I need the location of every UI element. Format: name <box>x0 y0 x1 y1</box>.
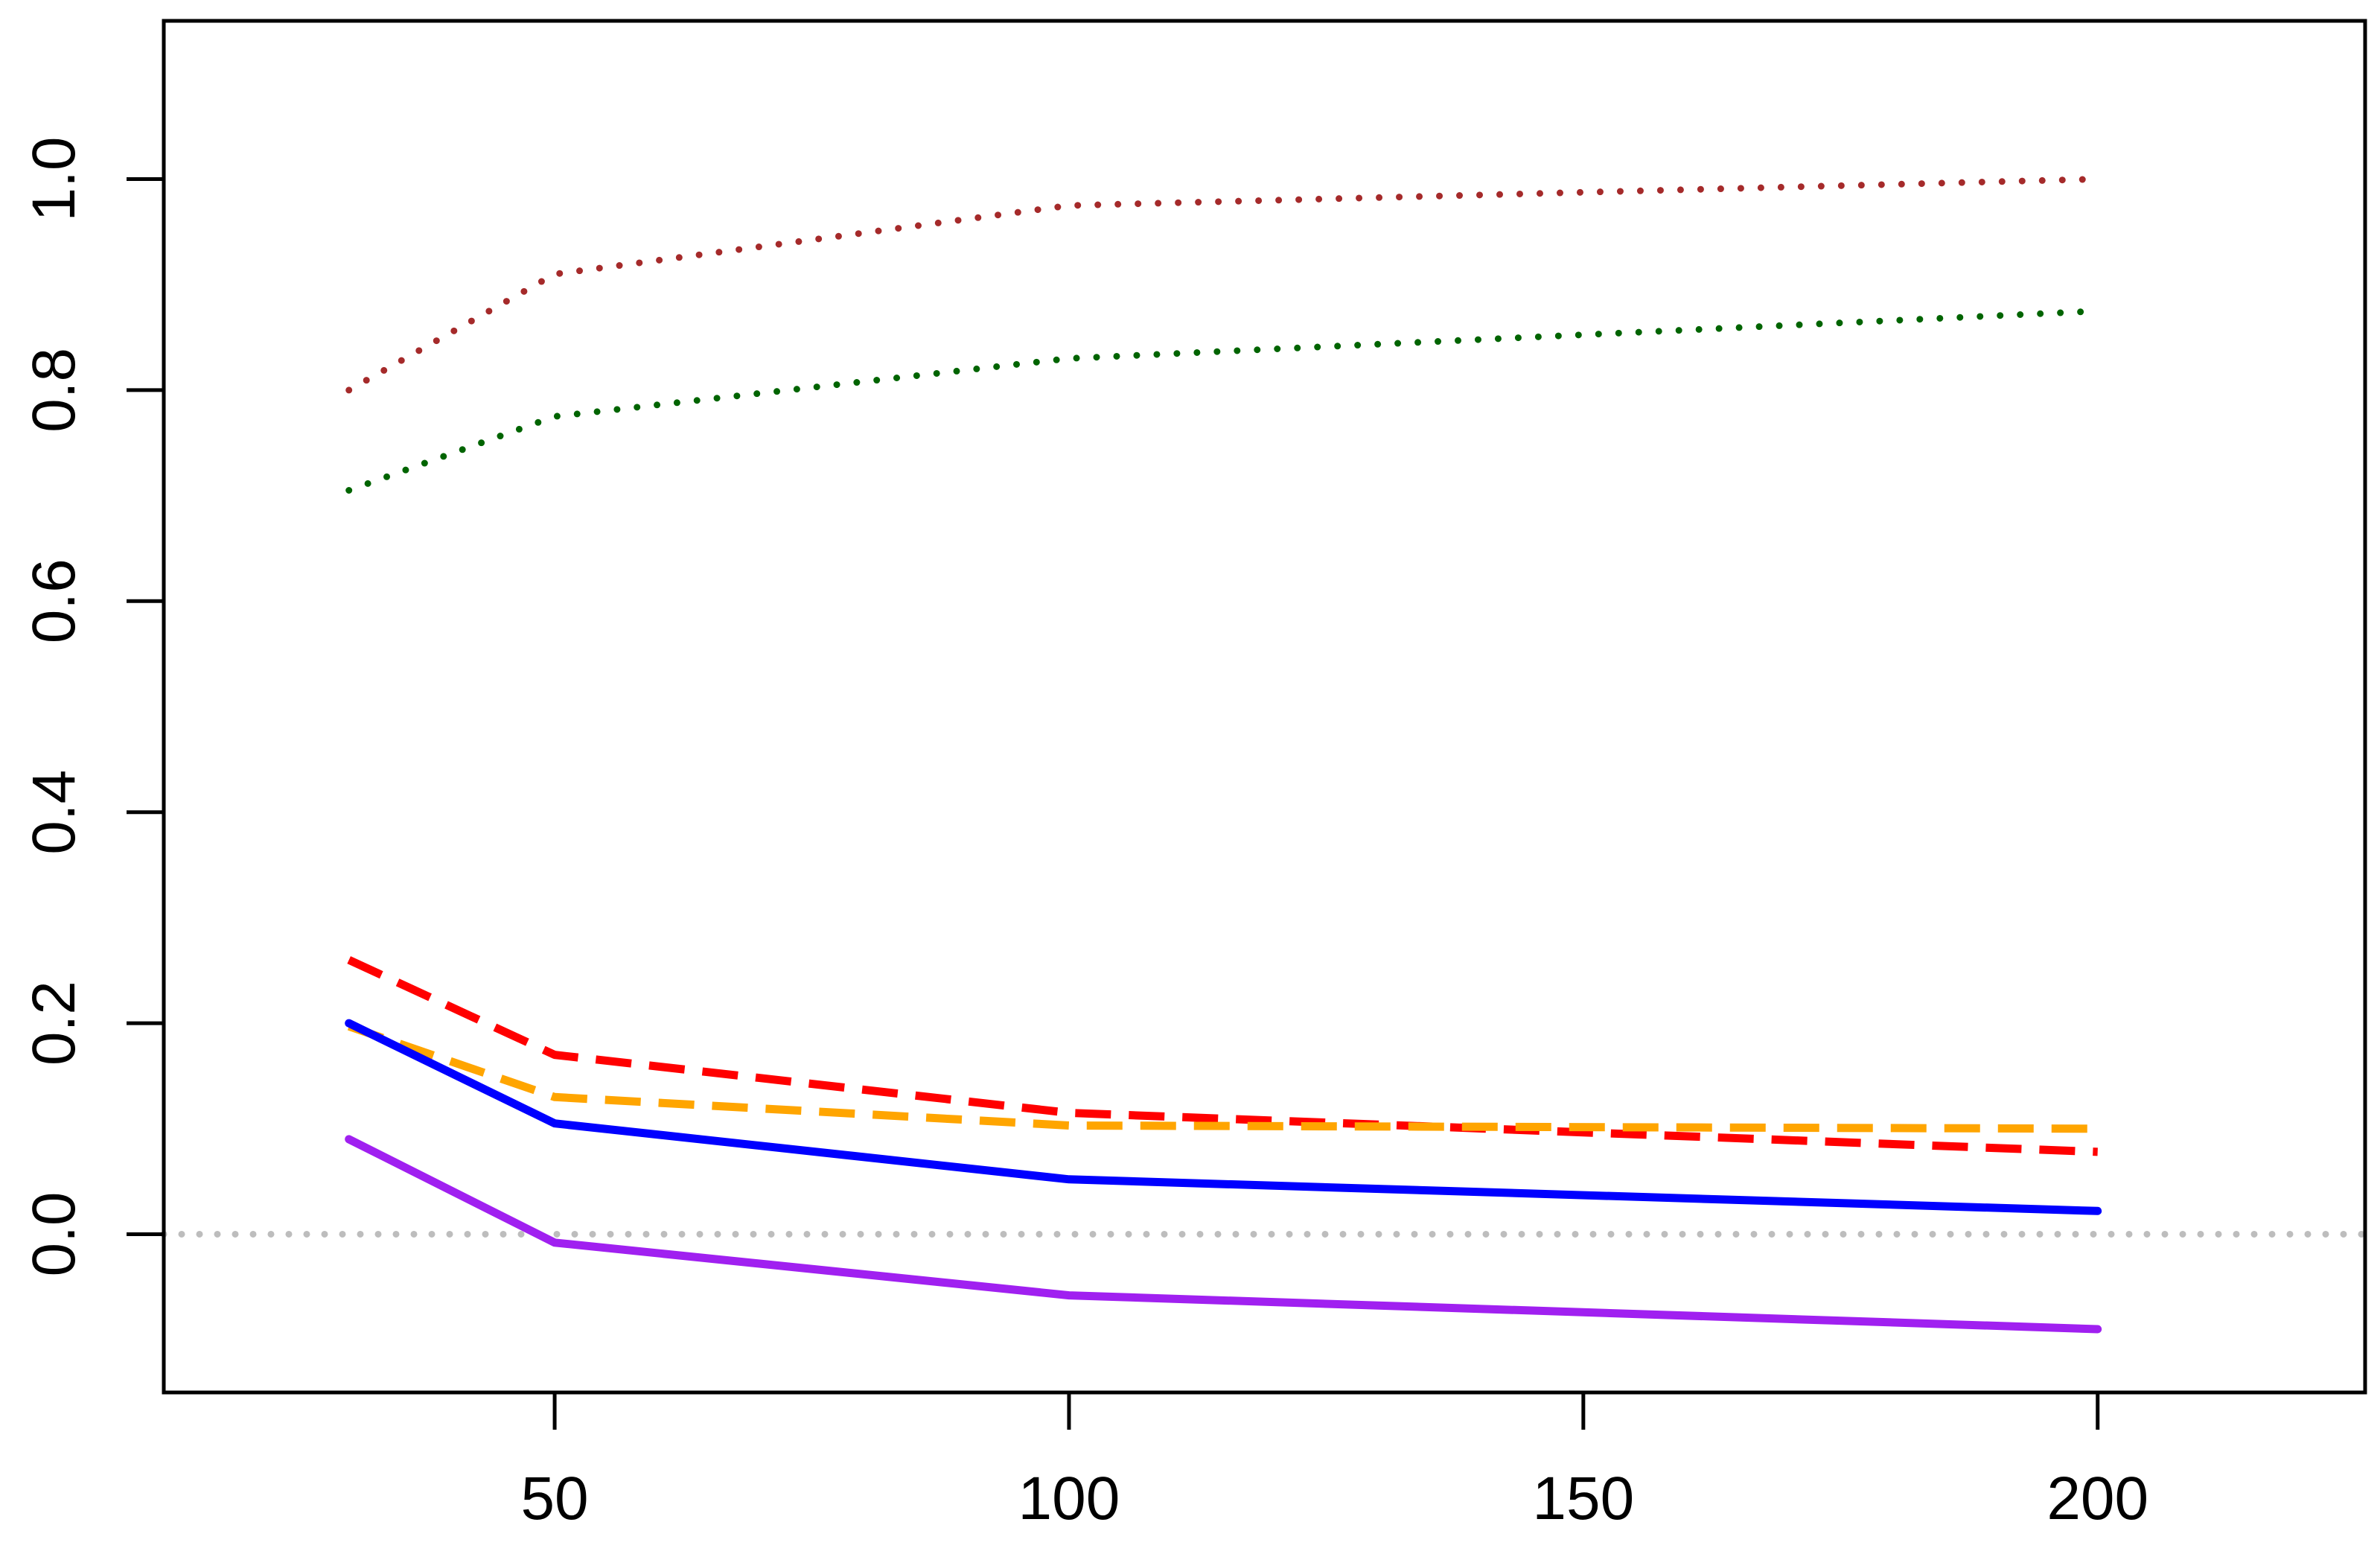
x-tick-label: 200 <box>2046 1465 2148 1532</box>
series-layer <box>345 176 2102 1334</box>
series-line-3 <box>347 956 2098 1156</box>
y-tick-label: 0.6 <box>20 558 88 643</box>
series-line-1 <box>345 176 2102 394</box>
series-line-4 <box>347 1022 2098 1133</box>
y-tick-label: 0.4 <box>20 770 88 855</box>
y-tick-label: 0.8 <box>20 348 88 433</box>
x-tick-label: 150 <box>1532 1465 1634 1532</box>
axes-layer: 50 100 150 200 0.0 0.2 0.4 0.6 0.8 1.0 <box>20 137 2148 1533</box>
y-tick-label: 0.2 <box>20 981 88 1066</box>
y-tick-label: 1.0 <box>20 137 88 222</box>
series-line-6 <box>345 1135 2102 1334</box>
plot-frame <box>162 19 2367 1395</box>
y-tick-label: 0.0 <box>20 1192 88 1277</box>
x-tick-label: 50 <box>520 1465 588 1532</box>
series-line-5 <box>345 1019 2102 1215</box>
x-tick-label: 100 <box>1018 1465 1120 1532</box>
